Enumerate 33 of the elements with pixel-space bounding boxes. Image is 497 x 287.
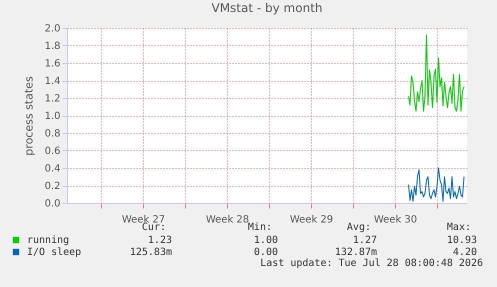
line-series	[408, 34, 464, 112]
chart-title: VMstat - by month	[211, 1, 323, 15]
x-tick-label: Week 30	[374, 214, 418, 226]
x-tick-label: Week 29	[290, 214, 334, 226]
text: 132.87m	[334, 247, 377, 258]
text: Cur:	[142, 222, 166, 233]
legend-label: I/O sleep	[27, 247, 82, 258]
text: 1.23	[148, 235, 172, 246]
text: Avg:	[346, 222, 371, 233]
y-tick-label: 1.6	[44, 58, 60, 70]
y-tick-label: 2.0	[44, 24, 60, 34]
text: 1.00	[254, 235, 278, 246]
legend-label: running	[27, 235, 70, 246]
line-series	[408, 168, 464, 202]
text: Min:	[248, 222, 272, 233]
text: Last update: Tue Jul 28 08:00:48 2026	[260, 258, 483, 269]
x-tick-label: Week 28	[206, 214, 250, 226]
y-tick-label: 1.0	[44, 111, 60, 122]
text: Max:	[446, 222, 471, 233]
text: 10.93	[446, 235, 477, 246]
text: 125.83m	[130, 247, 172, 258]
y-axis-title: process states	[22, 76, 36, 156]
y-tick-label: 0.0	[44, 198, 60, 210]
y-tick-label: 0.4	[44, 164, 60, 174]
text: 0.00	[254, 247, 278, 258]
y-tick-label: 1.8	[44, 41, 60, 52]
text: 4.20	[452, 247, 477, 258]
y-tick-label: 0.6	[44, 146, 60, 157]
text: 1.27	[352, 235, 377, 246]
y-tick-label: 1.2	[44, 94, 60, 104]
y-tick-label: 0.2	[44, 181, 60, 192]
y-tick-label: 1.4	[44, 76, 60, 87]
y-tick-label: 0.8	[44, 128, 60, 140]
